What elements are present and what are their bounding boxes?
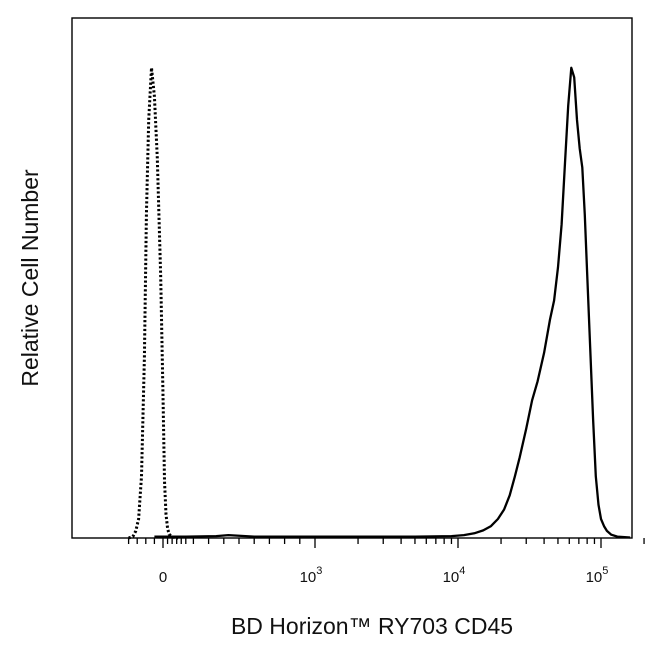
histogram-line-stained-solid [154,66,631,539]
y-axis-title: Relative Cell Number [17,169,43,387]
x-axis-tick-labels: 0 103 104 105 [159,565,609,586]
x-tick-label: 103 [300,565,323,586]
x-axis-ticks [127,538,645,548]
series-layer [128,66,631,540]
x-axis-title: BD Horizon™ RY703 CD45 [231,613,513,639]
x-tick-label: 104 [443,565,466,586]
histogram-line-control-dotted [128,66,179,540]
x-tick-label: 105 [586,565,609,586]
x-tick-label: 0 [159,569,167,586]
plot-frame [71,17,633,539]
